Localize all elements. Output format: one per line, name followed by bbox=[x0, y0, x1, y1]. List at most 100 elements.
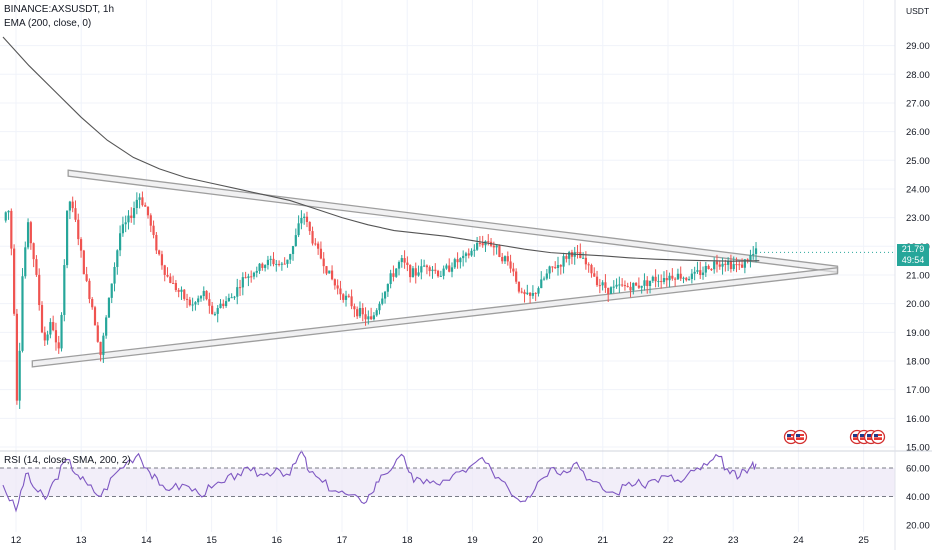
candle-body[interactable] bbox=[171, 282, 175, 284]
candle-body[interactable] bbox=[135, 199, 138, 209]
candle-body[interactable] bbox=[581, 257, 585, 259]
candle-body[interactable] bbox=[113, 266, 116, 284]
candle-body[interactable] bbox=[110, 283, 113, 298]
candle-body[interactable] bbox=[252, 272, 256, 277]
candle-body[interactable] bbox=[88, 280, 91, 300]
candle-body[interactable] bbox=[752, 253, 755, 256]
candle-body[interactable] bbox=[230, 297, 233, 299]
candle-body[interactable] bbox=[462, 255, 465, 259]
candle-body[interactable] bbox=[350, 296, 353, 307]
candle-body[interactable] bbox=[693, 271, 696, 274]
candle-body[interactable] bbox=[102, 335, 105, 355]
candle-body[interactable] bbox=[213, 313, 217, 315]
candle-body[interactable] bbox=[119, 233, 122, 251]
candle-body[interactable] bbox=[280, 263, 283, 265]
candle-body[interactable] bbox=[651, 276, 654, 281]
candle-body[interactable] bbox=[82, 250, 85, 275]
candle-body[interactable] bbox=[727, 261, 730, 265]
candle-body[interactable] bbox=[305, 216, 309, 223]
candle-body[interactable] bbox=[512, 268, 515, 272]
event-markers[interactable] bbox=[783, 429, 886, 445]
candle-body[interactable] bbox=[478, 242, 481, 244]
candle-body[interactable] bbox=[690, 273, 693, 280]
candle-body[interactable] bbox=[648, 280, 652, 287]
candle-body[interactable] bbox=[333, 279, 336, 286]
candle-body[interactable] bbox=[621, 284, 624, 286]
candle-body[interactable] bbox=[325, 266, 328, 274]
candle-body[interactable] bbox=[590, 264, 593, 274]
candle-body[interactable] bbox=[746, 259, 749, 262]
candle-body[interactable] bbox=[141, 197, 144, 206]
candle-body[interactable] bbox=[568, 252, 571, 259]
candle-body[interactable] bbox=[545, 273, 548, 279]
candle-body[interactable] bbox=[79, 239, 83, 251]
candle-body[interactable] bbox=[194, 302, 197, 305]
candle-body[interactable] bbox=[169, 276, 172, 283]
candle-body[interactable] bbox=[342, 294, 345, 300]
candle-body[interactable] bbox=[183, 289, 186, 299]
candle-body[interactable] bbox=[63, 265, 66, 315]
time-axis[interactable]: 12 13 14 15 16 17 18 19 20 21 22 23 24 25 bbox=[11, 535, 869, 546]
rsi-legend[interactable]: RSI (14, close, SMA, 200, 2) bbox=[4, 455, 131, 466]
candle-body[interactable] bbox=[227, 297, 230, 302]
candle-body[interactable] bbox=[623, 285, 627, 287]
candle-body[interactable] bbox=[344, 295, 348, 300]
candlesticks[interactable] bbox=[4, 191, 758, 409]
candle-body[interactable] bbox=[754, 248, 758, 254]
candle-body[interactable] bbox=[423, 265, 426, 267]
candle-body[interactable] bbox=[21, 276, 24, 351]
candle-body[interactable] bbox=[289, 254, 292, 260]
candle-body[interactable] bbox=[715, 261, 719, 265]
candle-body[interactable] bbox=[317, 243, 320, 249]
candle-body[interactable] bbox=[49, 322, 52, 335]
candle-body[interactable] bbox=[107, 297, 111, 318]
candle-body[interactable] bbox=[431, 269, 434, 272]
candle-body[interactable] bbox=[395, 268, 398, 277]
candle-body[interactable] bbox=[24, 247, 27, 277]
candle-body[interactable] bbox=[637, 285, 640, 288]
candle-body[interactable] bbox=[459, 258, 462, 263]
candle-body[interactable] bbox=[674, 278, 677, 280]
candle-body[interactable] bbox=[495, 245, 498, 248]
candle-body[interactable] bbox=[52, 322, 55, 331]
candle-body[interactable] bbox=[236, 287, 239, 297]
candle-body[interactable] bbox=[534, 293, 537, 295]
candle-body[interactable] bbox=[264, 265, 267, 268]
candle-body[interactable] bbox=[682, 277, 685, 279]
candle-body[interactable] bbox=[57, 342, 60, 349]
candle-body[interactable] bbox=[417, 272, 420, 276]
candle-body[interactable] bbox=[643, 280, 646, 286]
candle-body[interactable] bbox=[704, 265, 707, 273]
candle-body[interactable] bbox=[166, 274, 169, 277]
candle-body[interactable] bbox=[551, 266, 554, 268]
candle-body[interactable] bbox=[261, 263, 264, 268]
candle-body[interactable] bbox=[531, 293, 534, 296]
candle-body[interactable] bbox=[392, 273, 395, 277]
candle-body[interactable] bbox=[554, 267, 557, 269]
candle-body[interactable] bbox=[199, 296, 203, 299]
candle-body[interactable] bbox=[409, 265, 412, 278]
candle-body[interactable] bbox=[269, 258, 272, 260]
candle-body[interactable] bbox=[406, 262, 409, 266]
candle-body[interactable] bbox=[233, 296, 236, 298]
candle-body[interactable] bbox=[687, 279, 691, 281]
candle-body[interactable] bbox=[250, 276, 253, 278]
candle-body[interactable] bbox=[121, 224, 124, 234]
candle-body[interactable] bbox=[96, 325, 99, 342]
candle-body[interactable] bbox=[506, 256, 509, 262]
candle-body[interactable] bbox=[308, 222, 311, 232]
candle-body[interactable] bbox=[386, 284, 389, 292]
candle-body[interactable] bbox=[185, 298, 189, 300]
candle-body[interactable] bbox=[155, 234, 158, 251]
candle-body[interactable] bbox=[367, 316, 370, 320]
candle-body[interactable] bbox=[322, 258, 325, 267]
candle-body[interactable] bbox=[91, 299, 94, 308]
candle-body[interactable] bbox=[116, 250, 119, 267]
candle-body[interactable] bbox=[93, 307, 97, 326]
candle-body[interactable] bbox=[328, 270, 331, 274]
candle-body[interactable] bbox=[587, 264, 590, 266]
candle-body[interactable] bbox=[634, 282, 638, 286]
candle-body[interactable] bbox=[420, 266, 423, 273]
candle-body[interactable] bbox=[400, 258, 403, 263]
candle-body[interactable] bbox=[696, 270, 699, 272]
